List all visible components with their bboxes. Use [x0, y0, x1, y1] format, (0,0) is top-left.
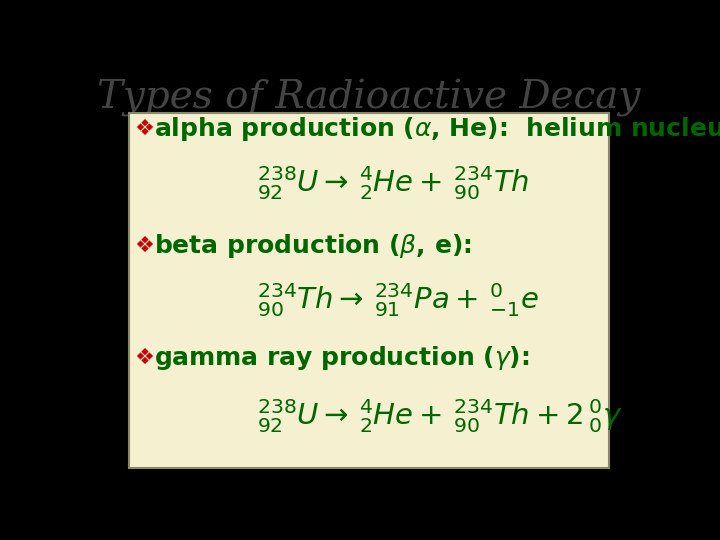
Text: ❖: ❖ [135, 119, 155, 139]
Text: alpha production ($\alpha$, He):  helium nucleus: alpha production ($\alpha$, He): helium … [154, 115, 720, 143]
Text: $^{238}_{92}U \rightarrow\, ^{4}_{2}He + \,^{234}_{90}Th + 2\,^{0}_{0}\gamma$: $^{238}_{92}U \rightarrow\, ^{4}_{2}He +… [258, 397, 624, 435]
Text: $^{238}_{92}U \rightarrow\, ^{4}_{2}He + \,^{234}_{90}Th$: $^{238}_{92}U \rightarrow\, ^{4}_{2}He +… [258, 164, 530, 202]
FancyBboxPatch shape [129, 113, 609, 468]
Text: Types of Radioactive Decay: Types of Radioactive Decay [97, 79, 641, 117]
Text: beta production ($\beta$, e):: beta production ($\beta$, e): [154, 232, 472, 260]
Text: ❖: ❖ [135, 348, 155, 368]
Text: ❖: ❖ [135, 235, 155, 255]
Text: $^{234}_{90}Th \rightarrow\, ^{234}_{91}Pa + \,^{0}_{-1}e$: $^{234}_{90}Th \rightarrow\, ^{234}_{91}… [258, 281, 540, 319]
Text: gamma ray production ($\gamma$):: gamma ray production ($\gamma$): [154, 344, 530, 372]
